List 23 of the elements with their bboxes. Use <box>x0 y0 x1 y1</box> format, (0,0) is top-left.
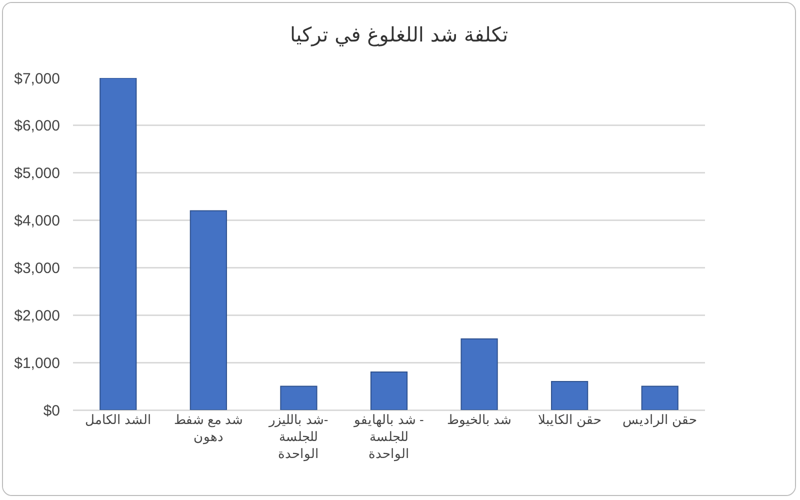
bar <box>100 78 137 410</box>
bar <box>280 386 318 410</box>
y-tick-label: $2,000 <box>14 307 60 324</box>
y-tick-label: $5,000 <box>14 165 60 182</box>
bar <box>190 210 227 410</box>
bar <box>370 372 408 410</box>
y-tick-label: $7,000 <box>14 70 60 88</box>
x-tick-label: حقن الراديس <box>622 412 698 428</box>
y-tick-label: $3,000 <box>14 260 60 277</box>
x-tick-label: شد بالليزر- للجلسة الواحدة <box>268 412 328 462</box>
x-tick-label: حقن الكايبلا <box>538 412 602 428</box>
x-tick-label: شد بالخيوط <box>446 412 512 428</box>
y-tick-label: $1,000 <box>14 354 60 372</box>
chart-title: تكلفة شد اللغلوغ في تركيا <box>290 22 508 47</box>
bar <box>460 338 498 410</box>
y-tick-label: $6,000 <box>14 118 60 135</box>
bar <box>551 381 588 410</box>
x-tick-label: شد بالهايفو - للجلسة الواحدة <box>353 412 424 462</box>
x-tick-label: الشد الكامل <box>84 412 152 427</box>
y-tick-label: $0 <box>43 402 60 420</box>
bar <box>641 386 678 410</box>
y-tick-label: $4,000 <box>14 212 60 230</box>
x-tick-label: شد مع شفط دهون <box>174 412 244 445</box>
